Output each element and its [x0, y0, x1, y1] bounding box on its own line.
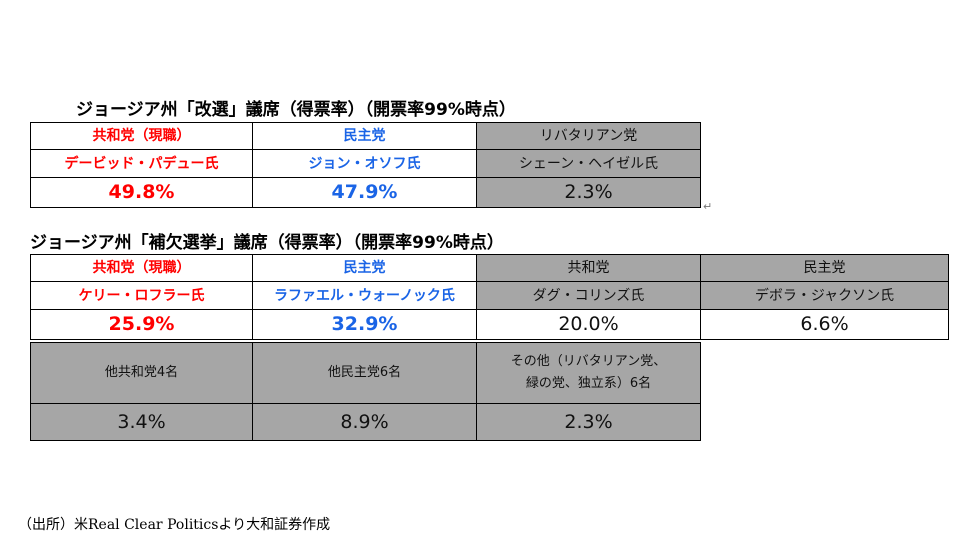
- s2-party-3: 民主党: [700, 254, 949, 282]
- s2-name-2: ダグ・コリンズ氏: [476, 281, 701, 310]
- s1-party-1: 民主党: [252, 122, 477, 150]
- s2-party-0: 共和党（現職）: [30, 254, 253, 282]
- section1-title: ジョージア州「改選」議席（得票率）（開票率99%時点）: [76, 100, 516, 120]
- s2-name-0: ケリー・ロフラー氏: [30, 281, 253, 310]
- s1-pct-0: 49.8%: [30, 177, 253, 208]
- s1-name-2: シェーン・ヘイゼル氏: [476, 149, 701, 178]
- s1-pct-2: 2.3%: [476, 177, 701, 208]
- s2-pct-1: 32.9%: [252, 309, 477, 340]
- section2-table: 共和党（現職） 民主党 共和党 民主党 ケリー・ロフラー氏 ラファエル・ウォーノ…: [30, 254, 949, 340]
- s1-pct-1: 47.9%: [252, 177, 477, 208]
- s2-pct-2: 20.0%: [476, 309, 701, 340]
- others-label-2: その他（リバタリアン党、 緑の党、独立系）6名: [476, 342, 701, 404]
- others-label-0: 他共和党4名: [30, 342, 253, 404]
- s2-party-2: 共和党: [476, 254, 701, 282]
- others-pct-2: 2.3%: [476, 403, 701, 441]
- source-note: （出所）米Real Clear Politicsより大和証券作成: [18, 517, 331, 533]
- s1-name-1: ジョン・オソフ氏: [252, 149, 477, 178]
- s2-pct-0: 25.9%: [30, 309, 253, 340]
- s1-party-0: 共和党（現職）: [30, 122, 253, 150]
- others-pct-1: 8.9%: [252, 403, 477, 441]
- s2-party-1: 民主党: [252, 254, 477, 282]
- others-label-1: 他民主党6名: [252, 342, 477, 404]
- section2-others-table: 他共和党4名 他民主党6名 その他（リバタリアン党、 緑の党、独立系）6名 3.…: [30, 342, 701, 441]
- s2-name-1: ラファエル・ウォーノック氏: [252, 281, 477, 310]
- s2-pct-3: 6.6%: [700, 309, 949, 340]
- s2-name-3: デボラ・ジャクソン氏: [700, 281, 949, 310]
- s1-party-2: リバタリアン党: [476, 122, 701, 150]
- others-label-2-line1: その他（リバタリアン党、: [510, 353, 667, 369]
- s1-name-0: デービッド・パデュー氏: [30, 149, 253, 178]
- return-mark-icon: ↵: [703, 200, 713, 213]
- others-pct-0: 3.4%: [30, 403, 253, 441]
- section1-table: 共和党（現職） 民主党 リバタリアン党 デービッド・パデュー氏 ジョン・オソフ氏…: [30, 122, 701, 208]
- section2-title: ジョージア州「補欠選挙」議席（得票率）（開票率99%時点）: [30, 233, 504, 253]
- others-label-2-line2: 緑の党、独立系）6名: [525, 376, 652, 391]
